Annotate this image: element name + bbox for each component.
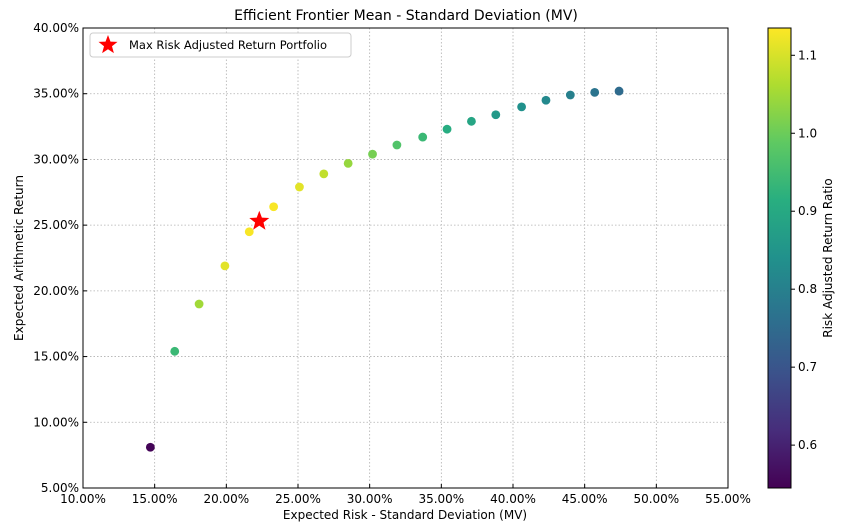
y-tick-label: 10.00%: [33, 415, 79, 429]
y-axis-ticks: 5.00% 10.00% 15.00% 20.00% 25.00% 30.00% 35.00…: [33, 21, 87, 495]
legend-label: Max Risk Adjusted Return Portfolio: [129, 38, 327, 52]
legend-box: [89, 32, 352, 58]
scatter-point: [565, 90, 575, 100]
x-tick-label: 30.00%: [347, 492, 393, 506]
scatter-point: [343, 158, 353, 168]
legend-star-icon: [98, 35, 118, 54]
colorbar-tick-label: 1.1: [798, 48, 817, 62]
x-tick-label: 10.00%: [60, 492, 106, 506]
y-tick-label: 15.00%: [33, 350, 79, 364]
colorbar: 0.6 0.7 0.8 0.9 1.0 1.1 Risk Adjusted Return …: [767, 27, 835, 489]
x-tick-label: 25.00%: [275, 492, 321, 506]
scatter-point: [541, 95, 551, 105]
scatter-point: [491, 110, 501, 120]
y-tick-label: 40.00%: [33, 21, 79, 35]
scatter-point: [194, 299, 204, 309]
colorbar-ticks: 0.6 0.7 0.8 0.9 1.0 1.1: [791, 48, 817, 452]
scatter-point: [614, 86, 624, 96]
scatter-point: [590, 88, 600, 97]
highlight-marker-group: [249, 210, 270, 230]
max-risk-adjusted-star: [249, 210, 270, 230]
x-tick-label: 15.00%: [132, 492, 178, 506]
scatter-point: [269, 202, 279, 212]
scatter-point: [244, 227, 254, 237]
scatter-point: [418, 132, 428, 142]
chart-title: Efficient Frontier Mean - Standard Devia…: [234, 8, 578, 24]
colorbar-tick-label: 0.8: [798, 282, 817, 296]
scatter-points: [145, 86, 624, 452]
scatter-point: [392, 140, 402, 150]
x-axis-ticks: 10.00% 15.00% 20.00% 25.00% 30.00% 35.00% 40.0…: [60, 484, 751, 506]
y-tick-label: 5.00%: [41, 481, 79, 495]
colorbar-tick-label: 1.0: [798, 126, 817, 140]
colorbar-tick-label: 0.9: [798, 204, 817, 218]
scatter-point: [368, 149, 377, 159]
scatter-point: [295, 182, 304, 192]
x-axis-label: Expected Risk - Standard Deviation (MV): [283, 508, 527, 522]
y-tick-label: 25.00%: [33, 218, 79, 232]
x-tick-label: 50.00%: [633, 492, 679, 506]
legend: Max Risk Adjusted Return Portfolio: [89, 32, 352, 58]
x-tick-label: 55.00%: [705, 492, 751, 506]
scatter-point: [220, 261, 230, 271]
scatter-point: [319, 169, 329, 179]
colorbar-gradient: [767, 27, 792, 489]
x-tick-label: 40.00%: [490, 492, 536, 506]
colorbar-tick-label: 0.7: [798, 360, 817, 374]
colorbar-tick-label: 0.6: [798, 438, 817, 452]
y-tick-label: 20.00%: [33, 284, 79, 298]
x-tick-label: 20.00%: [203, 492, 249, 506]
y-tick-label: 35.00%: [33, 87, 79, 101]
plot-area-frame: [82, 27, 729, 489]
x-tick-label: 35.00%: [418, 492, 464, 506]
grid-lines: [82, 27, 729, 489]
scatter-point: [467, 116, 476, 126]
x-tick-label: 45.00%: [562, 492, 608, 506]
y-axis-label: Expected Arithmetic Return: [12, 175, 26, 341]
colorbar-label: Risk Adjusted Return Ratio: [821, 178, 835, 337]
y-tick-label: 30.00%: [33, 152, 79, 166]
scatter-point: [442, 124, 452, 134]
scatter-point: [170, 346, 180, 356]
scatter-point: [517, 102, 526, 112]
scatter-point: [145, 442, 155, 452]
